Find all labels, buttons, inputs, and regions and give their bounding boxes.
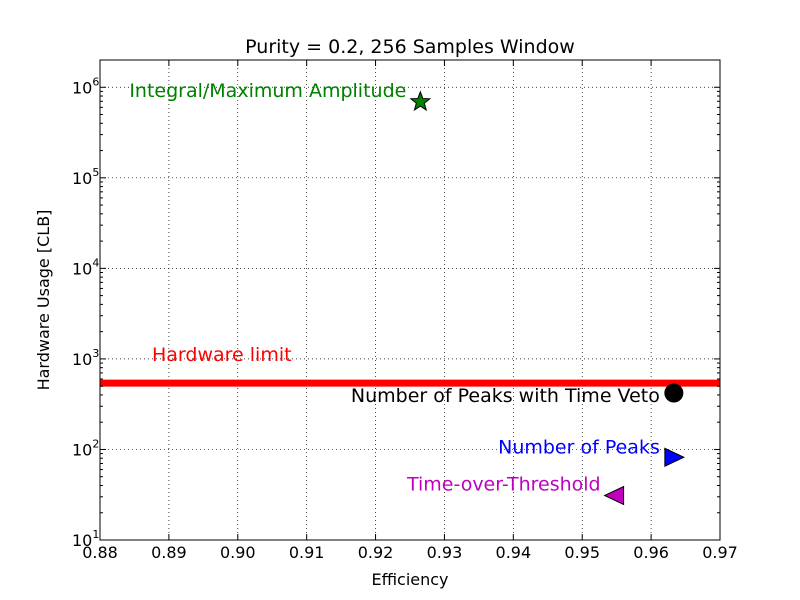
y-tick-base: 10 bbox=[72, 259, 92, 278]
x-tick-label: 0.97 bbox=[702, 543, 738, 562]
x-tick-label: 0.93 bbox=[427, 543, 463, 562]
marker-triangle-left bbox=[603, 485, 625, 506]
x-axis-label: Efficiency bbox=[371, 570, 448, 589]
point-label: Integral/Maximum Amplitude bbox=[129, 80, 406, 102]
y-tick-label: 101 bbox=[72, 528, 99, 550]
point-label: Number of Peaks with Time Veto bbox=[351, 385, 660, 407]
y-tick-exponent: 5 bbox=[92, 166, 99, 179]
annotations: Hardware limit Integral/Maximum Amplitude… bbox=[129, 80, 660, 496]
x-tick-label: 0.90 bbox=[220, 543, 256, 562]
x-tick-label: 0.89 bbox=[151, 543, 187, 562]
y-tick-base: 10 bbox=[72, 350, 92, 369]
y-tick-exponent: 3 bbox=[92, 347, 99, 360]
x-tick-label: 0.91 bbox=[289, 543, 325, 562]
y-axis-label: Hardware Usage [CLB] bbox=[34, 210, 53, 391]
x-tick-label: 0.88 bbox=[82, 543, 118, 562]
y-tick-label: 106 bbox=[72, 75, 99, 97]
y-tick-exponent: 6 bbox=[92, 75, 99, 88]
hardware-limit-label: Hardware limit bbox=[152, 344, 292, 366]
y-tick-label: 102 bbox=[72, 437, 99, 459]
y-tick-label: 105 bbox=[72, 166, 99, 188]
y-tick-base: 10 bbox=[72, 78, 92, 97]
x-tick-label: 0.96 bbox=[633, 543, 669, 562]
x-tick-label: 0.94 bbox=[496, 543, 532, 562]
y-tick-exponent: 1 bbox=[92, 528, 99, 541]
y-tick-exponent: 2 bbox=[92, 437, 99, 450]
x-tick-label: 0.95 bbox=[564, 543, 600, 562]
y-tick-label: 104 bbox=[72, 256, 99, 278]
data-markers bbox=[409, 90, 686, 506]
plot-frame bbox=[99, 59, 721, 541]
y-tick-exponent: 4 bbox=[92, 256, 99, 269]
y-tick-base: 10 bbox=[72, 531, 92, 550]
marker-circle bbox=[664, 383, 684, 403]
y-tick-label: 103 bbox=[72, 347, 99, 369]
marker-triangle-right bbox=[664, 447, 686, 468]
point-label: Number of Peaks bbox=[498, 436, 660, 458]
y-tick-base: 10 bbox=[72, 440, 92, 459]
point-label: Time-over-Threshold bbox=[406, 474, 601, 496]
x-tick-label: 0.92 bbox=[358, 543, 394, 562]
chart-title: Purity = 0.2, 256 Samples Window bbox=[245, 36, 575, 58]
marker-star bbox=[409, 90, 432, 112]
y-tick-base: 10 bbox=[72, 169, 92, 188]
axis-ticks: 0.88 0.89 0.90 0.91 0.92 0.93 0.94 0.95 0.96 0.97… bbox=[72, 59, 738, 562]
